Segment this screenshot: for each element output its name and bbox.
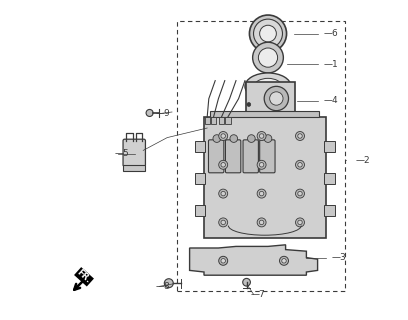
Circle shape	[248, 135, 255, 142]
Text: —8: —8	[156, 282, 171, 291]
Circle shape	[253, 42, 284, 73]
Circle shape	[221, 220, 226, 225]
Circle shape	[164, 279, 173, 288]
Bar	[219, 117, 224, 124]
Circle shape	[298, 163, 302, 167]
Text: —5: —5	[114, 149, 129, 158]
Circle shape	[259, 191, 264, 196]
Circle shape	[264, 86, 288, 111]
Text: —4: —4	[324, 96, 339, 105]
Circle shape	[249, 15, 286, 52]
Bar	[195, 141, 205, 152]
Circle shape	[243, 278, 251, 286]
Bar	[204, 117, 326, 238]
Circle shape	[270, 92, 283, 105]
Text: —2: —2	[356, 156, 370, 164]
Bar	[195, 173, 205, 184]
Circle shape	[219, 189, 228, 198]
Circle shape	[257, 160, 266, 169]
Bar	[205, 117, 210, 124]
Circle shape	[298, 220, 302, 225]
Polygon shape	[190, 245, 317, 275]
Circle shape	[259, 163, 264, 167]
Circle shape	[295, 218, 304, 227]
Text: —3: —3	[332, 253, 347, 262]
Circle shape	[295, 132, 304, 140]
FancyBboxPatch shape	[259, 140, 275, 173]
Circle shape	[230, 135, 237, 142]
Text: FR.: FR.	[75, 268, 93, 285]
Circle shape	[213, 135, 221, 142]
Circle shape	[259, 25, 276, 42]
Bar	[177, 21, 345, 291]
Circle shape	[295, 160, 304, 169]
Bar	[226, 117, 231, 124]
Text: —6: —6	[324, 29, 339, 38]
Circle shape	[259, 220, 264, 225]
FancyBboxPatch shape	[208, 140, 224, 173]
Text: —1: —1	[324, 60, 339, 68]
Circle shape	[219, 218, 228, 227]
Circle shape	[219, 132, 228, 140]
Circle shape	[253, 19, 282, 48]
Circle shape	[257, 189, 266, 198]
Circle shape	[264, 135, 272, 142]
Circle shape	[221, 134, 226, 138]
Circle shape	[221, 191, 226, 196]
Bar	[324, 173, 335, 184]
Circle shape	[146, 109, 153, 116]
Text: FR.: FR.	[75, 268, 93, 285]
Circle shape	[259, 134, 264, 138]
Circle shape	[298, 191, 302, 196]
Bar	[211, 117, 216, 124]
Circle shape	[258, 48, 277, 67]
Circle shape	[257, 132, 266, 140]
Circle shape	[221, 259, 226, 263]
Bar	[324, 205, 335, 216]
Ellipse shape	[245, 73, 291, 100]
Circle shape	[282, 259, 286, 263]
Circle shape	[247, 103, 251, 106]
Bar	[123, 165, 145, 171]
FancyBboxPatch shape	[246, 82, 295, 117]
Circle shape	[219, 160, 228, 169]
Circle shape	[298, 134, 302, 138]
Ellipse shape	[254, 78, 282, 94]
Bar	[211, 111, 319, 117]
Circle shape	[219, 256, 228, 265]
Bar	[324, 141, 335, 152]
Circle shape	[221, 163, 226, 167]
FancyBboxPatch shape	[243, 140, 258, 173]
Text: —9: —9	[156, 109, 171, 118]
Circle shape	[279, 256, 288, 265]
Circle shape	[257, 218, 266, 227]
Bar	[195, 205, 205, 216]
FancyBboxPatch shape	[123, 139, 145, 166]
Text: —7: —7	[251, 290, 265, 299]
FancyBboxPatch shape	[226, 140, 241, 173]
Circle shape	[295, 189, 304, 198]
